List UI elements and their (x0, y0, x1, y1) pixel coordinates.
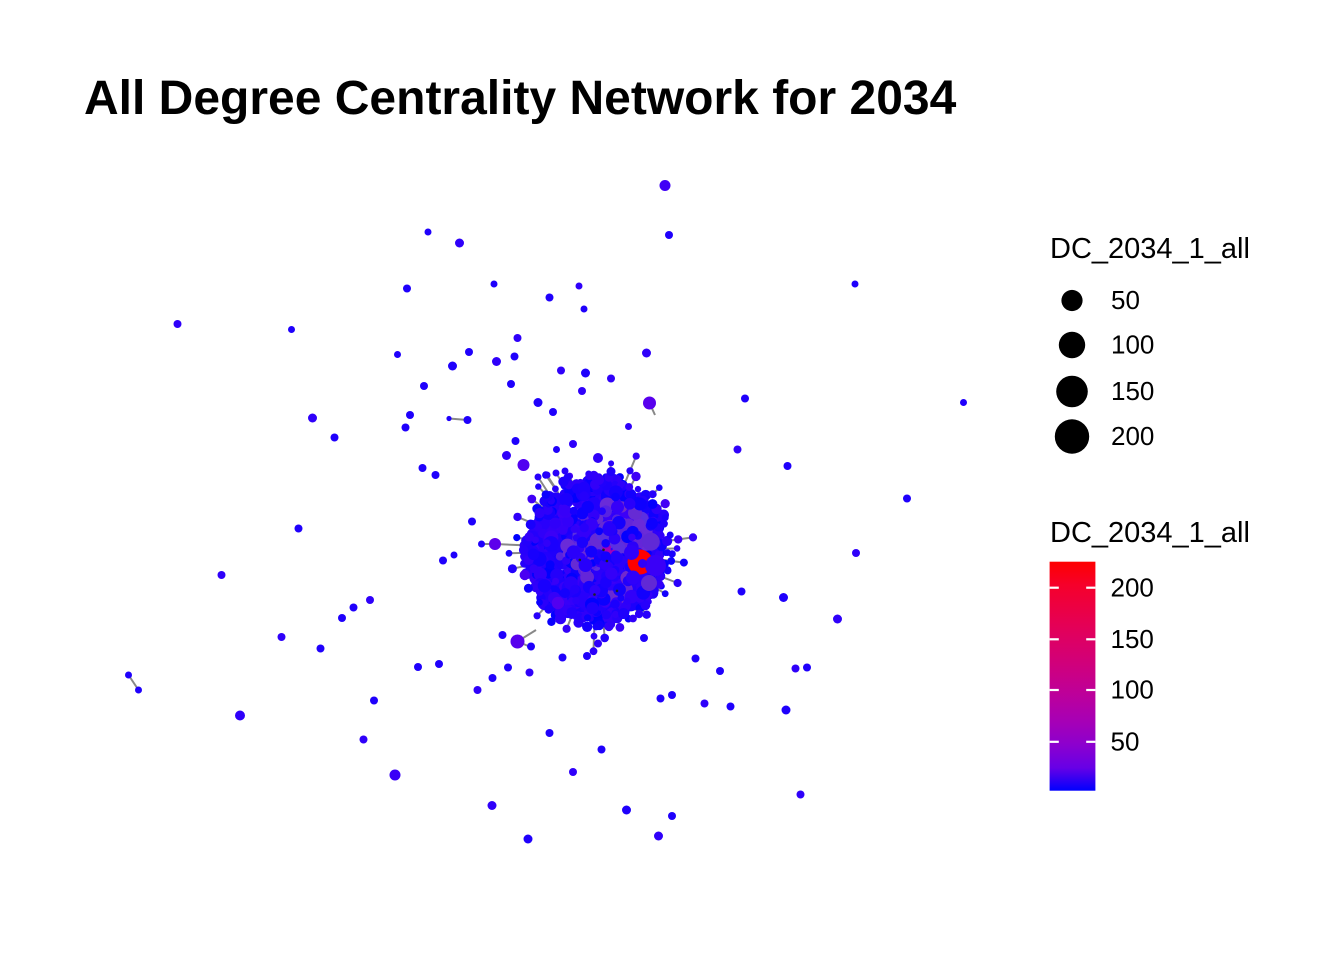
svg-text:DC_2034_1_all: DC_2034_1_all (1050, 517, 1250, 549)
svg-text:50: 50 (1111, 285, 1140, 315)
svg-text:200: 200 (1111, 572, 1154, 602)
svg-text:200: 200 (1111, 421, 1154, 451)
svg-text:50: 50 (1111, 727, 1140, 757)
svg-text:All Degree Centrality Network: All Degree Centrality Network for 2034 (84, 72, 957, 125)
svg-text:DC_2034_1_all: DC_2034_1_all (1050, 233, 1250, 265)
svg-text:150: 150 (1111, 376, 1154, 406)
svg-text:100: 100 (1111, 330, 1154, 360)
svg-text:100: 100 (1111, 675, 1154, 705)
svg-text:150: 150 (1111, 624, 1154, 654)
